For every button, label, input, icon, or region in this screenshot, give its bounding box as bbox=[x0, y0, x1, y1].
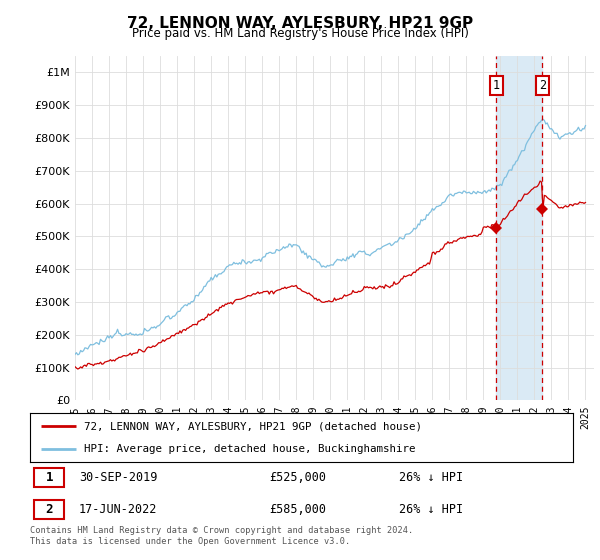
Text: 1: 1 bbox=[46, 471, 53, 484]
Bar bbox=[496, 56, 542, 400]
FancyBboxPatch shape bbox=[34, 468, 64, 487]
Text: 30-SEP-2019: 30-SEP-2019 bbox=[79, 471, 157, 484]
Text: 2: 2 bbox=[46, 502, 53, 516]
Text: £525,000: £525,000 bbox=[269, 471, 326, 484]
Text: Contains HM Land Registry data © Crown copyright and database right 2024.
This d: Contains HM Land Registry data © Crown c… bbox=[30, 526, 413, 546]
Text: 1: 1 bbox=[493, 79, 500, 92]
Text: £585,000: £585,000 bbox=[269, 502, 326, 516]
Text: 26% ↓ HPI: 26% ↓ HPI bbox=[399, 502, 463, 516]
Text: 2: 2 bbox=[539, 79, 546, 92]
Text: Price paid vs. HM Land Registry's House Price Index (HPI): Price paid vs. HM Land Registry's House … bbox=[131, 27, 469, 40]
Text: 72, LENNON WAY, AYLESBURY, HP21 9GP (detached house): 72, LENNON WAY, AYLESBURY, HP21 9GP (det… bbox=[85, 421, 422, 431]
Text: HPI: Average price, detached house, Buckinghamshire: HPI: Average price, detached house, Buck… bbox=[85, 444, 416, 454]
FancyBboxPatch shape bbox=[34, 500, 64, 519]
Text: 72, LENNON WAY, AYLESBURY, HP21 9GP: 72, LENNON WAY, AYLESBURY, HP21 9GP bbox=[127, 16, 473, 31]
Text: 26% ↓ HPI: 26% ↓ HPI bbox=[399, 471, 463, 484]
Text: 17-JUN-2022: 17-JUN-2022 bbox=[79, 502, 157, 516]
